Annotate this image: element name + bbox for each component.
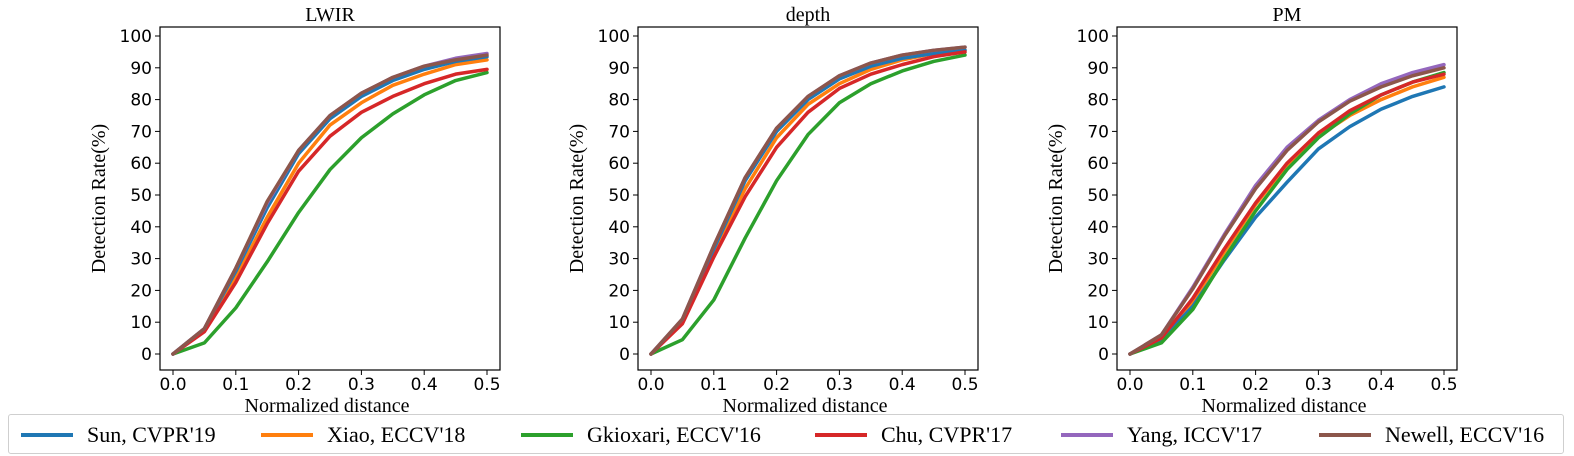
- y-axis-label: Detection Rate(%): [1045, 124, 1067, 273]
- x-tick-label: 0.2: [1242, 375, 1269, 395]
- x-tick-label: 0.3: [1305, 375, 1332, 395]
- y-tick-label: 50: [608, 186, 630, 206]
- legend-swatch: [21, 433, 73, 437]
- x-tick-label: 0.1: [1179, 375, 1206, 395]
- x-tick-label: 0.0: [637, 375, 664, 395]
- legend-item-xiao: Xiao, ECCV'18: [261, 421, 465, 449]
- legend-label: Newell, ECCV'16: [1385, 422, 1545, 447]
- series-line-gkioxari-eccv-16: [171, 70, 489, 356]
- legend-label: Sun, CVPR'19: [87, 422, 216, 447]
- legend-swatch: [1319, 433, 1371, 437]
- y-tick-label: 100: [120, 27, 152, 47]
- x-axis-label: Normalized distance: [1202, 395, 1367, 414]
- series-line-chu-cvpr-17: [649, 50, 967, 356]
- y-tick-label: 70: [1087, 122, 1109, 142]
- x-tick-label: 0.2: [285, 375, 312, 395]
- y-tick-label: 100: [598, 27, 630, 47]
- x-tick-label: 0.3: [826, 375, 853, 395]
- x-tick-label: 0.0: [159, 375, 186, 395]
- y-tick-label: 70: [608, 122, 630, 142]
- y-tick-label: 20: [130, 281, 152, 301]
- series-line-chu-cvpr-17: [171, 67, 489, 356]
- y-tick-label: 20: [608, 281, 630, 301]
- x-tick-label: 0.5: [1430, 375, 1457, 395]
- y-tick-label: 60: [130, 154, 152, 174]
- series-line-yang-iccv-17: [649, 45, 967, 356]
- y-tick-label: 20: [1087, 281, 1109, 301]
- y-axis-label: Detection Rate(%): [566, 124, 588, 273]
- y-tick-label: 10: [130, 313, 152, 333]
- y-tick-label: 30: [608, 250, 630, 270]
- legend-item-chu: Chu, CVPR'17: [815, 421, 1012, 449]
- x-tick-label: 0.2: [763, 375, 790, 395]
- series-line-newell-eccv-16: [171, 53, 489, 356]
- series-line-gkioxari-eccv-16: [649, 53, 967, 356]
- chart-title: depth: [786, 4, 830, 26]
- y-tick-label: 100: [1077, 27, 1109, 47]
- x-tick-label: 0.5: [951, 375, 978, 395]
- y-tick-label: 90: [1087, 59, 1109, 79]
- y-tick-label: 90: [608, 59, 630, 79]
- y-tick-label: 50: [130, 186, 152, 206]
- chart-title: PM: [1273, 4, 1302, 26]
- legend-swatch: [261, 433, 313, 437]
- chart-title: LWIR: [305, 4, 355, 26]
- y-tick-label: 60: [1087, 154, 1109, 174]
- y-tick-label: 80: [130, 91, 152, 111]
- x-tick-label: 0.5: [473, 375, 500, 395]
- x-tick-label: 0.0: [1116, 375, 1143, 395]
- plot-frame: [159, 26, 501, 371]
- legend-item-newell: Newell, ECCV'16: [1319, 421, 1544, 449]
- x-tick-label: 0.1: [700, 375, 727, 395]
- x-tick-label: 0.4: [1368, 375, 1395, 395]
- y-tick-label: 50: [1087, 186, 1109, 206]
- legend-label: Chu, CVPR'17: [881, 422, 1013, 447]
- y-tick-label: 80: [1087, 91, 1109, 111]
- y-tick-label: 40: [608, 218, 630, 238]
- legend-label: Gkioxari, ECCV'16: [587, 422, 761, 447]
- y-tick-label: 0: [141, 345, 152, 365]
- x-axis-label: Normalized distance: [245, 395, 410, 414]
- series-line-newell-eccv-16: [649, 45, 967, 356]
- legend-swatch: [521, 433, 573, 437]
- x-tick-label: 0.4: [411, 375, 438, 395]
- legend-label: Yang, ICCV'17: [1127, 422, 1262, 447]
- legend-item-gkioxari: Gkioxari, ECCV'16: [521, 421, 761, 449]
- legend-swatch: [1061, 433, 1113, 437]
- legend-label: Xiao, ECCV'18: [327, 422, 466, 447]
- plot-frame: [637, 26, 979, 371]
- y-axis-label: Detection Rate(%): [88, 124, 110, 273]
- y-tick-label: 10: [608, 313, 630, 333]
- y-tick-label: 30: [130, 250, 152, 270]
- y-tick-label: 0: [619, 345, 630, 365]
- series-line-xiao-eccv-18: [171, 58, 489, 356]
- series-line-sun-cvpr-19: [1128, 85, 1446, 356]
- x-tick-label: 0.1: [222, 375, 249, 395]
- x-tick-label: 0.3: [348, 375, 375, 395]
- legend-swatch: [815, 433, 867, 437]
- x-axis-label: Normalized distance: [723, 395, 888, 414]
- y-tick-label: 90: [130, 59, 152, 79]
- series-line-chu-cvpr-17: [1128, 72, 1446, 356]
- legend-item-sun: Sun, CVPR'19: [21, 421, 216, 449]
- y-tick-label: 30: [1087, 250, 1109, 270]
- x-tick-label: 0.4: [889, 375, 916, 395]
- y-tick-label: 10: [1087, 313, 1109, 333]
- legend-item-yang: Yang, ICCV'17: [1061, 421, 1262, 449]
- plot-frame: [1116, 26, 1458, 371]
- chart-lwir: LWIR 0 10 20 30 40 50 60 70 80 90 100 0.0 0.1 0.2 0.3 0.…: [88, 4, 501, 414]
- series-line-newell-eccv-16: [1128, 66, 1446, 356]
- legend: Sun, CVPR'19 Xiao, ECCV'18 Gkioxari, ECC…: [8, 414, 1564, 454]
- chart-pm: PM 0 10 20 30 40 50 60 70 80 90 100 0.0 0.1 0.2 0.3 0.4 0…: [1045, 4, 1458, 414]
- y-tick-label: 70: [130, 122, 152, 142]
- chart-depth: depth 0 10 20 30 40 50 60 70 80 90 100 0.0 0.1 0.2 0.3 0…: [566, 4, 979, 414]
- y-tick-label: 40: [130, 218, 152, 238]
- y-tick-label: 80: [608, 91, 630, 111]
- y-tick-label: 40: [1087, 218, 1109, 238]
- y-tick-label: 0: [1098, 345, 1109, 365]
- y-tick-label: 60: [608, 154, 630, 174]
